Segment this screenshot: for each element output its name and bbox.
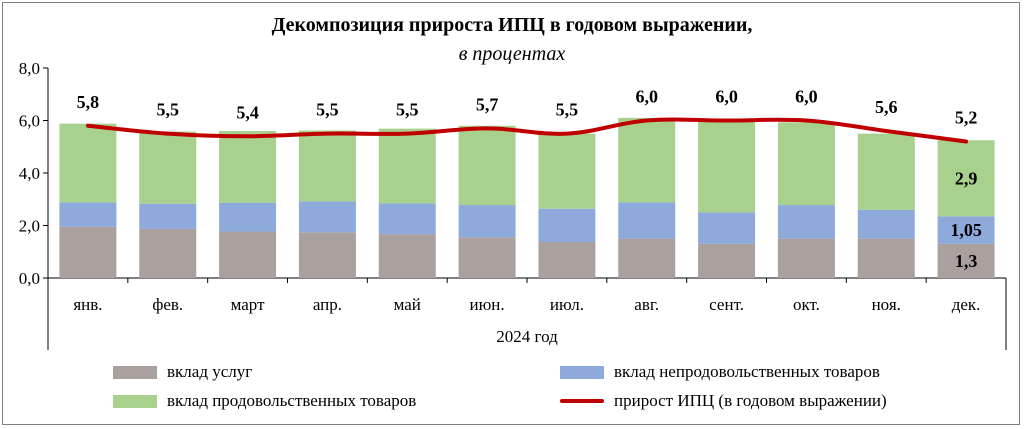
cpi-data-label: 5,5 (556, 100, 579, 120)
segment-data-label: 1,3 (955, 251, 978, 271)
cpi-line (85, 117, 969, 144)
cpi-data-label: 5,5 (316, 100, 339, 120)
segment-data-label: 1,05 (950, 220, 982, 240)
bar-segment-services (59, 226, 117, 278)
bar-segment-food (378, 128, 436, 204)
bar-segment-food (618, 117, 676, 203)
bar-segment-services (219, 231, 277, 278)
bar-segment-nonfood (139, 203, 197, 229)
bar-segment-nonfood (59, 202, 117, 227)
bar-segment-food (857, 133, 915, 210)
cpi-data-label: 6,0 (795, 87, 818, 107)
legend-item-services: вклад услуг (113, 362, 252, 382)
bar-segment-services (937, 243, 995, 278)
bar-segment-food (538, 133, 596, 209)
cpi-data-label: 6,0 (636, 87, 659, 107)
legend-item-cpi: прирост ИПЦ (в годовом выражении) (560, 391, 887, 411)
bar-segment-nonfood (698, 212, 756, 244)
cpi-data-label: 5,4 (236, 102, 259, 122)
bar-segment-services (139, 228, 197, 278)
y-tick-label: 0,0 (19, 269, 40, 288)
bar-segment-services (618, 238, 676, 278)
x-tick-label: апр. (313, 295, 342, 314)
cpi-data-label: 6,0 (715, 87, 738, 107)
chart-subtitle: в процентах (458, 43, 566, 65)
segment-data-label: 2,9 (955, 168, 978, 188)
x-tick-label: июн. (470, 295, 505, 314)
bar-segment-nonfood (777, 205, 835, 239)
cpi-data-label: 5,5 (396, 100, 419, 120)
bar-segment-food (298, 130, 356, 202)
bar-segment-nonfood (857, 209, 915, 239)
bar-segment-services (458, 237, 516, 278)
x-tick-label: сент. (709, 295, 744, 314)
x-tick-label: июл. (550, 295, 584, 314)
bar-segment-nonfood (378, 203, 436, 235)
cpi-data-label: 5,7 (476, 94, 499, 114)
x-tick-label: авг. (634, 295, 659, 314)
bar-segment-nonfood (538, 208, 596, 243)
x-tick-label: янв. (73, 295, 102, 314)
y-tick-label: 4,0 (19, 164, 40, 183)
bar-segment-nonfood (458, 205, 516, 238)
legend-swatch-food (113, 394, 157, 408)
bar-segment-nonfood (937, 216, 995, 244)
legend-item-nonfood: вклад непродовольственных товаров (560, 362, 880, 382)
bar-segment-food (59, 123, 117, 203)
cpi-data-label: 5,8 (77, 92, 100, 112)
legend-swatch-cpi (560, 399, 604, 403)
legend-label-nonfood: вклад непродовольственных товаров (614, 362, 880, 381)
bar-segment-nonfood (219, 202, 277, 232)
bar-segment-food (219, 131, 277, 203)
bar-segment-food (777, 122, 835, 206)
y-tick-label: 8,0 (19, 59, 40, 78)
bar-segment-food (458, 125, 516, 206)
x-tick-label: фев. (152, 295, 183, 314)
x-tick-label: дек. (952, 295, 981, 314)
legend-label-services: вклад услуг (167, 362, 253, 381)
x-axis-label: 2024 год (496, 327, 558, 346)
bar-segment-services (777, 238, 835, 278)
bar-segment-services (378, 234, 436, 278)
y-tick-label: 2,0 (19, 217, 40, 236)
x-tick-label: май (394, 295, 421, 314)
cpi-data-label: 5,6 (875, 97, 898, 117)
cpi-data-label: 5,5 (157, 100, 180, 120)
bar-segment-nonfood (618, 202, 676, 239)
bar-segment-services (698, 243, 756, 278)
legend-label-cpi: прирост ИПЦ (в годовом выражении) (614, 391, 887, 410)
chart-title: Декомпозиция прироста ИПЦ в годовом выра… (271, 14, 753, 36)
bar-segment-services (538, 242, 596, 278)
y-tick-label: 6,0 (19, 112, 40, 131)
bar-segment-food (698, 120, 756, 213)
legend-label-food: вклад продовольственных товаров (167, 391, 417, 410)
bar-segment-food (139, 131, 197, 204)
legend-item-food: вклад продовольственных товаров (113, 391, 416, 411)
legend-swatch-services (113, 365, 157, 379)
x-tick-label: март (231, 295, 265, 314)
x-tick-label: окт. (793, 295, 820, 314)
cpi-data-label: 5,2 (955, 108, 978, 128)
legend-swatch-nonfood (560, 365, 604, 379)
bar-segment-services (857, 238, 915, 278)
bar-segment-nonfood (298, 201, 356, 233)
bar-segment-services (298, 232, 356, 278)
bar-segment-food (937, 140, 995, 217)
x-tick-label: ноя. (872, 295, 901, 314)
